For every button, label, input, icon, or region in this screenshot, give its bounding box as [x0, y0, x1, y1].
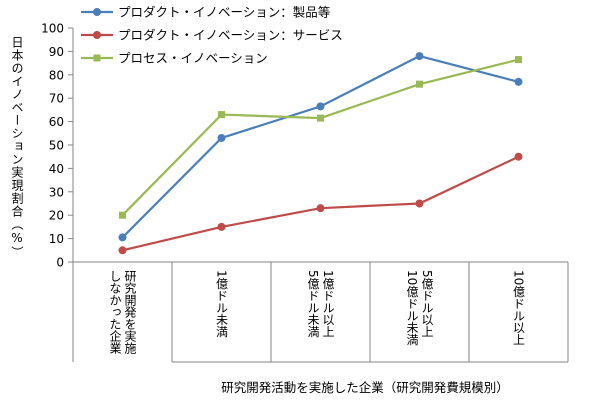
legend-marker — [93, 8, 101, 16]
data-point — [218, 111, 225, 119]
x-tick-label: 5億ドル未満 — [306, 270, 320, 338]
x-tick-label: 10億ドル以上 — [512, 270, 526, 345]
data-point — [316, 204, 325, 213]
legend-item: プロダクト・イノベーション：製品等 — [81, 5, 330, 20]
data-point — [316, 102, 325, 111]
y-axis: 0 10 20 30 40 50 60 70 80 90 100 — [41, 22, 74, 270]
x-tick-label: 研究開発を実施 — [123, 270, 137, 354]
y-tick-label: 80 — [49, 68, 64, 82]
y-tick-label: 20 — [49, 209, 64, 223]
data-point — [217, 222, 226, 231]
y-tick-label: 10 — [49, 232, 64, 246]
series-0 — [118, 52, 523, 242]
legend-label: プロダクト・イノベーション：製品等 — [118, 5, 330, 20]
y-tick-label: 70 — [49, 92, 64, 106]
legend: プロダクト・イノベーション：製品等プロダクト・イノベーション：サービスプロセス・… — [81, 5, 343, 66]
y-tick-label: 60 — [49, 115, 64, 129]
x-tick-label: しなかった企業 — [108, 270, 122, 354]
data-point — [118, 233, 127, 242]
y-axis-label-text: 日本のイノベーション実現割合（%） — [10, 36, 24, 259]
x-tick-label: 1億ドル未満 — [215, 270, 229, 338]
y-axis-label: 日本のイノベーション実現割合（%） — [10, 36, 24, 259]
data-point — [317, 114, 324, 122]
legend-marker — [93, 54, 101, 62]
series-2 — [119, 56, 522, 219]
x-axis-label: 研究開発活動を実施した企業（研究開発費規模別） — [221, 380, 509, 395]
legend-item: プロセス・イノベーション — [81, 51, 268, 66]
legend-label: プロセス・イノベーション — [118, 51, 268, 66]
legend-item: プロダクト・イノベーション：サービス — [81, 28, 343, 43]
series-1 — [118, 152, 523, 255]
series-line — [121, 58, 519, 216]
data-point — [416, 80, 423, 88]
y-tick-label: 30 — [49, 185, 64, 199]
y-tick-label: 0 — [56, 256, 64, 270]
data-point — [217, 133, 226, 142]
data-point — [515, 56, 522, 64]
data-point — [514, 152, 523, 161]
plot-area — [118, 52, 523, 255]
y-tick-label: 90 — [49, 45, 64, 59]
x-tick-label: 5億ドル以上 — [420, 270, 434, 338]
data-point — [415, 199, 424, 208]
y-tick-label: 40 — [49, 162, 64, 176]
data-point — [118, 246, 127, 255]
legend-marker — [93, 31, 101, 39]
legend-label: プロダクト・イノベーション：サービス — [118, 28, 343, 43]
data-point — [119, 211, 126, 219]
data-point — [514, 77, 523, 86]
series-line — [122, 155, 519, 252]
y-tick-label: 50 — [49, 139, 64, 153]
x-tick-label: 10億ドル未満 — [405, 270, 419, 346]
data-point — [415, 52, 424, 61]
x-tick-label: 1億ドル以上 — [321, 270, 335, 338]
y-tick-label: 100 — [41, 22, 64, 36]
